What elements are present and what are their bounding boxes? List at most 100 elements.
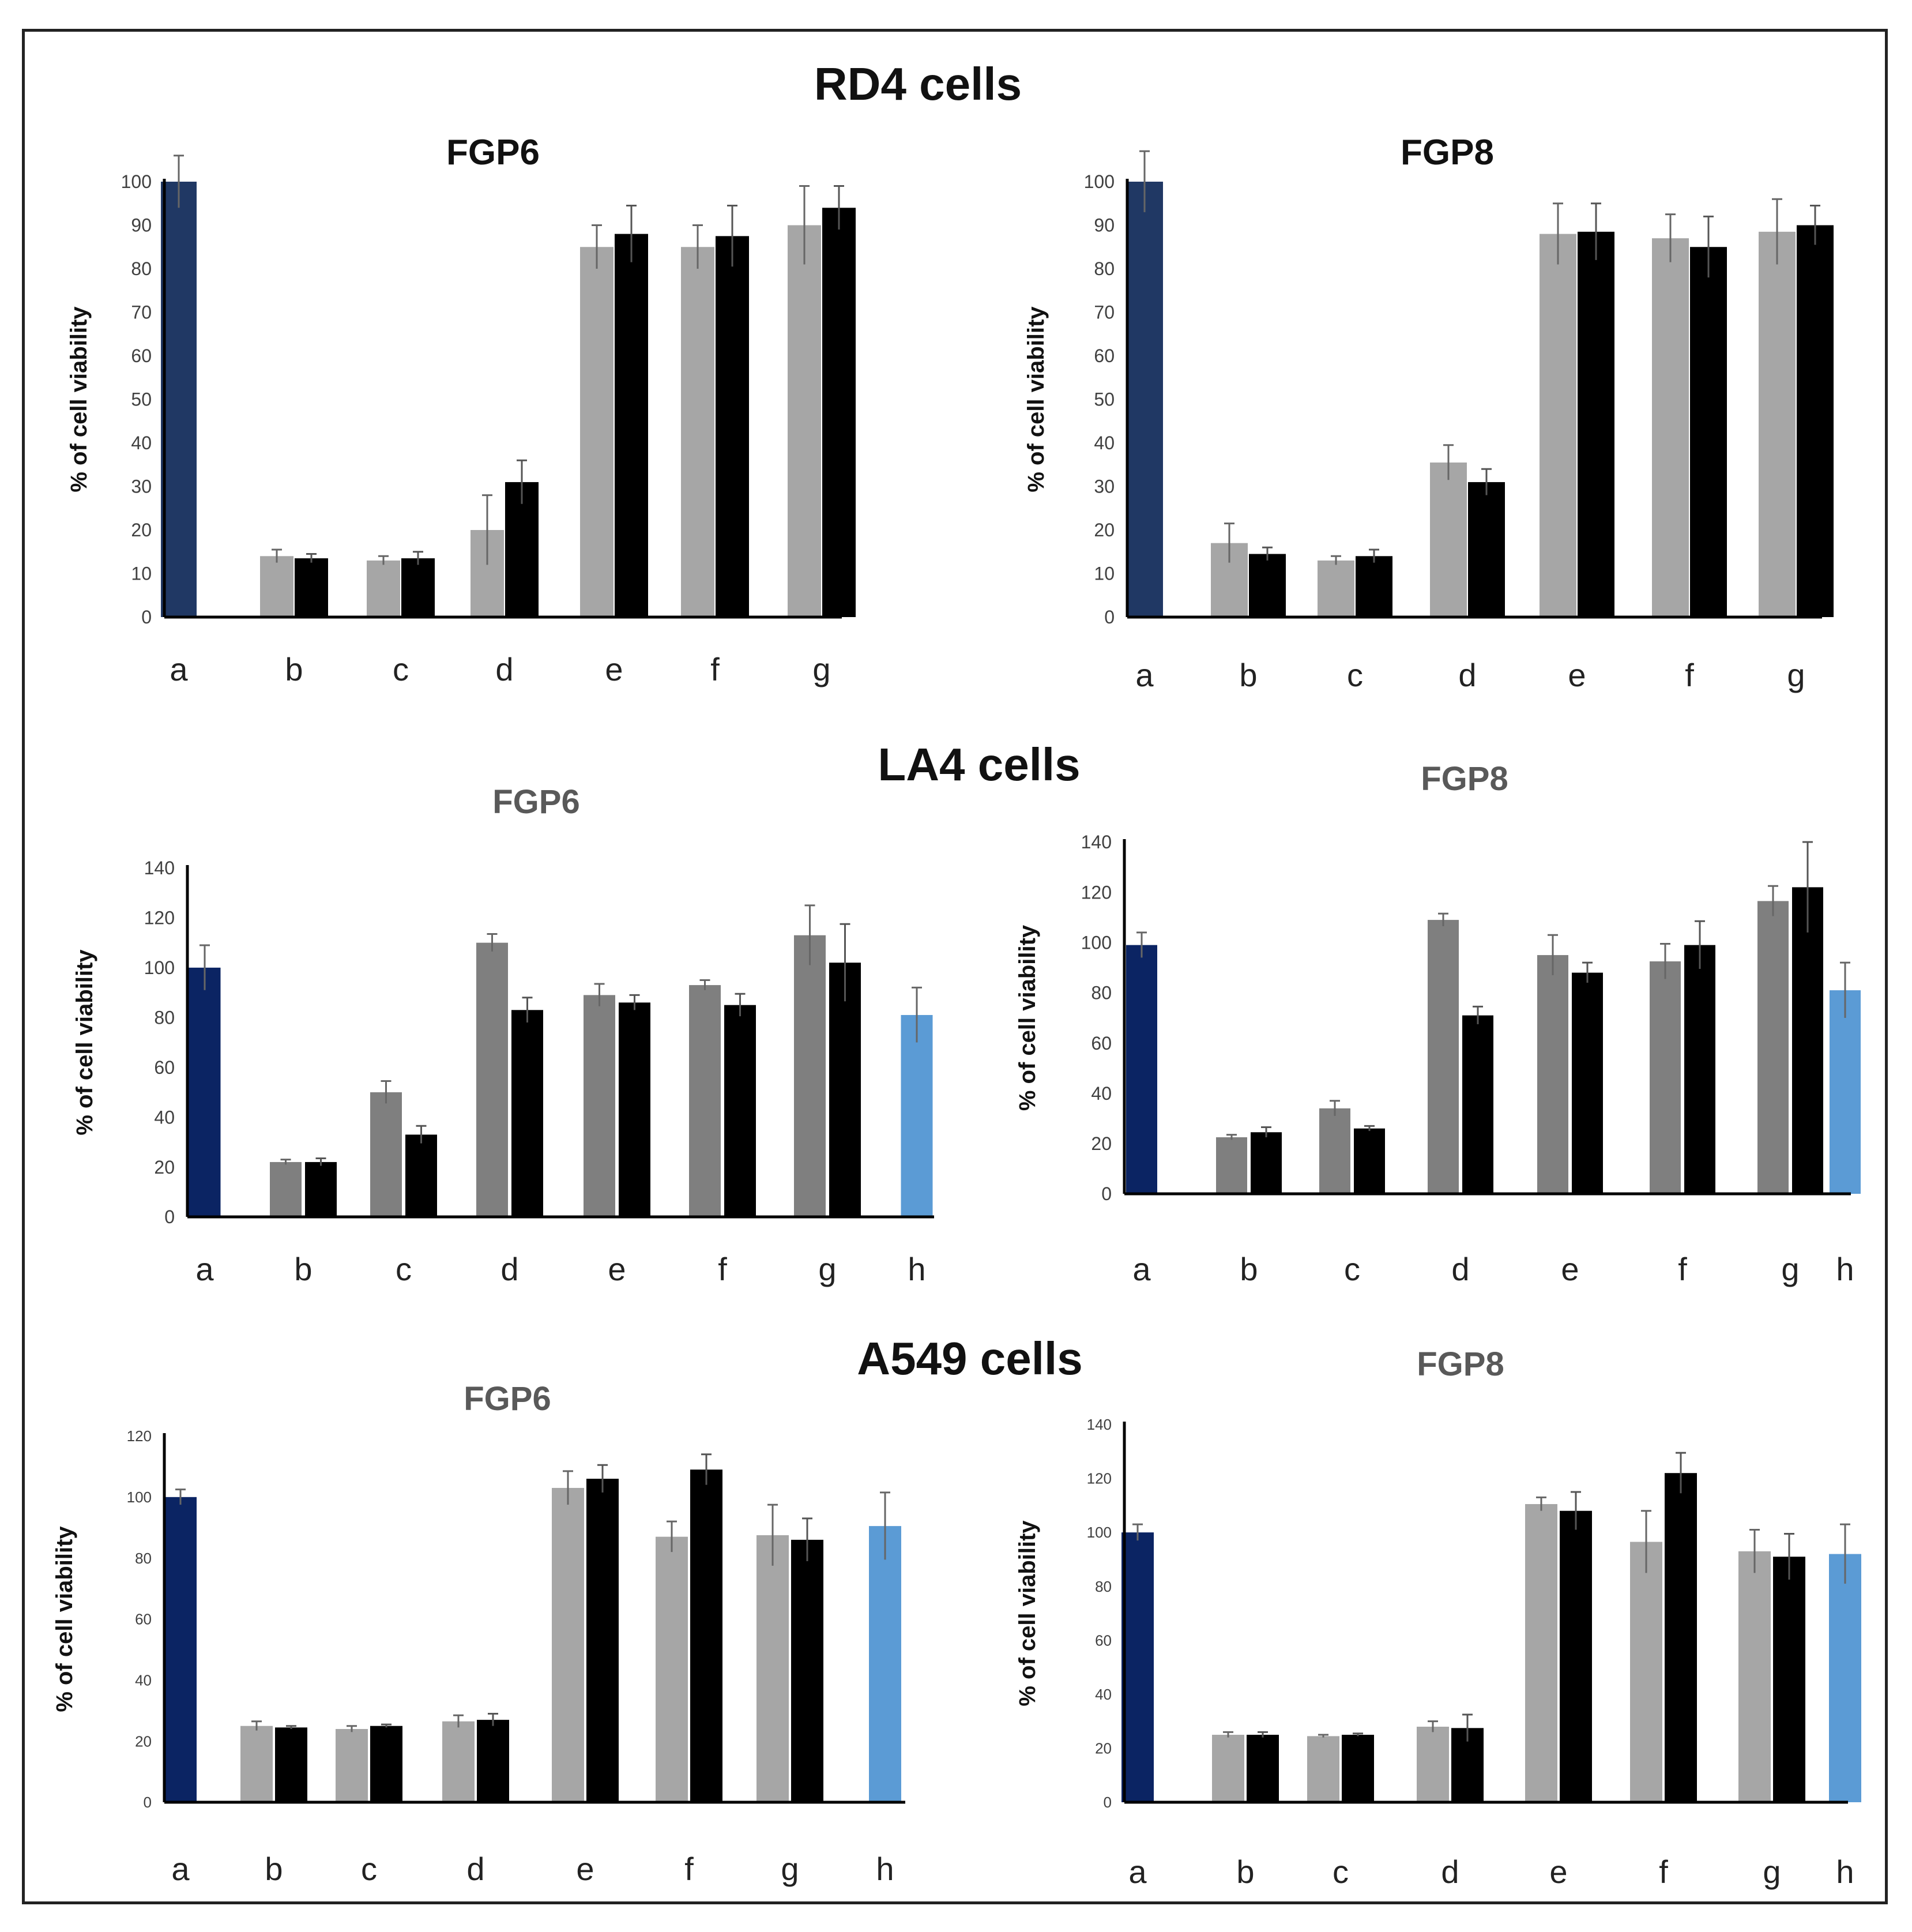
x-category-label: f — [718, 1251, 727, 1287]
bar — [619, 1002, 650, 1217]
bar — [367, 560, 400, 617]
y-tick-label: 80 — [1095, 1578, 1112, 1595]
x-category-label: c — [1347, 657, 1363, 693]
bar — [1650, 961, 1681, 1194]
x-category-label: b — [294, 1251, 312, 1287]
y-tick-label: 140 — [1087, 1416, 1112, 1433]
bar — [164, 1497, 197, 1802]
y-tick-label: 40 — [131, 433, 152, 453]
bar — [370, 1726, 402, 1802]
y-tick-label: 100 — [121, 171, 152, 192]
bar — [1307, 1736, 1339, 1802]
bar — [1212, 1735, 1244, 1802]
bar — [552, 1487, 584, 1802]
bar — [1417, 1727, 1449, 1802]
y-tick-label: 120 — [127, 1427, 152, 1445]
x-category-label: h — [1836, 1854, 1854, 1890]
bar — [1216, 1137, 1247, 1194]
y-tick-label: 0 — [1104, 607, 1115, 627]
bar — [794, 935, 826, 1217]
bar — [1797, 225, 1834, 617]
bar — [788, 225, 821, 617]
bar — [477, 1720, 509, 1802]
bar — [716, 236, 749, 617]
y-tick-label: 100 — [1087, 1524, 1112, 1541]
y-tick-label: 60 — [154, 1057, 175, 1078]
x-category-label: h — [876, 1851, 894, 1887]
y-tick-label: 90 — [131, 215, 152, 236]
y-tick-label: 10 — [131, 563, 152, 584]
x-category-label: a — [195, 1251, 214, 1287]
chart-title: FGP6 — [492, 783, 580, 821]
bar — [724, 1005, 756, 1217]
bar — [829, 963, 861, 1217]
bar — [1247, 1735, 1279, 1802]
bar — [476, 942, 508, 1217]
group-title-rd4: RD4 cells — [814, 58, 1022, 110]
bar — [1830, 990, 1861, 1194]
y-axis-label: % of cell viability — [1023, 306, 1049, 493]
bar — [1757, 901, 1789, 1194]
bar — [1759, 231, 1796, 617]
y-tick-label: 60 — [131, 345, 152, 366]
x-category-label: e — [1549, 1854, 1567, 1890]
bar — [275, 1727, 307, 1802]
bar — [584, 995, 615, 1217]
y-tick-label: 100 — [1084, 171, 1115, 192]
bar — [161, 182, 197, 617]
y-tick-label: 40 — [154, 1107, 175, 1127]
bar — [869, 1526, 901, 1802]
x-category-label: a — [171, 1851, 190, 1887]
bar — [1251, 1132, 1282, 1194]
x-category-label: a — [170, 651, 188, 687]
x-category-label: b — [265, 1851, 283, 1887]
y-tick-label: 30 — [1094, 476, 1115, 497]
x-category-label: e — [605, 651, 623, 687]
x-category-label: c — [1333, 1854, 1349, 1890]
y-tick-label: 0 — [164, 1206, 175, 1227]
bar — [405, 1134, 437, 1217]
bar — [401, 558, 435, 617]
bar — [1665, 1473, 1697, 1802]
bar — [1652, 238, 1689, 617]
bar — [1468, 482, 1505, 617]
x-category-label: f — [710, 651, 720, 687]
x-category-label: d — [1458, 657, 1476, 693]
y-tick-label: 20 — [1095, 1740, 1112, 1757]
x-category-label: h — [908, 1251, 925, 1287]
y-tick-label: 20 — [1094, 520, 1115, 540]
x-category-label: g — [1787, 657, 1805, 693]
bar — [1342, 1735, 1374, 1802]
bar — [370, 1092, 402, 1217]
bar — [791, 1539, 823, 1802]
bar — [336, 1729, 368, 1802]
bar — [822, 208, 856, 617]
bar — [240, 1726, 273, 1802]
chart-rd4-fgp6: FGP6 % of cell viability 0 10 20 30 40 50 60 70 80… — [66, 133, 856, 687]
y-tick-label: 0 — [144, 1794, 152, 1811]
y-tick-label: 50 — [131, 389, 152, 410]
y-tick-label: 70 — [131, 302, 152, 323]
x-category-label: g — [818, 1251, 836, 1287]
y-tick-label: 20 — [1091, 1133, 1112, 1154]
y-tick-label: 80 — [1091, 983, 1112, 1003]
x-category-label: c — [396, 1251, 412, 1287]
bar — [1572, 972, 1603, 1194]
x-category-label: b — [285, 651, 303, 687]
bar — [1462, 1015, 1493, 1194]
y-tick-label: 140 — [144, 858, 175, 878]
chart-title: FGP8 — [1421, 760, 1508, 798]
y-tick-label: 60 — [135, 1611, 152, 1628]
x-category-label: a — [1128, 1854, 1147, 1890]
group-title-la4: LA4 cells — [878, 739, 1081, 790]
x-category-label: b — [1240, 1251, 1258, 1287]
y-axis-label: % of cell viability — [72, 949, 97, 1136]
x-category-label: g — [1763, 1854, 1781, 1890]
bar — [1356, 556, 1392, 617]
bar — [1792, 887, 1823, 1194]
y-tick-label: 50 — [1094, 389, 1115, 410]
y-tick-label: 90 — [1094, 215, 1115, 236]
x-category-label: b — [1236, 1854, 1254, 1890]
x-category-label: c — [1344, 1251, 1360, 1287]
bar — [1738, 1551, 1771, 1802]
